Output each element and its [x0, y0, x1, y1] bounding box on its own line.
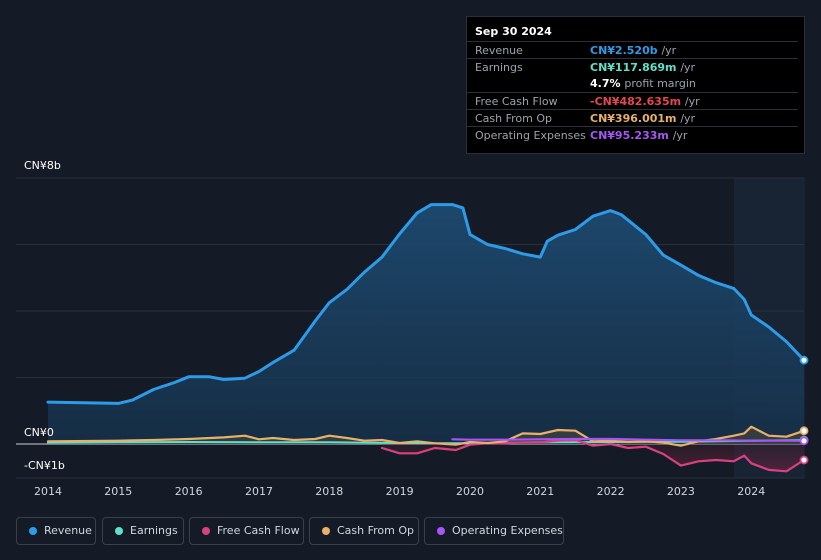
free-cash-flow-end-marker — [799, 455, 809, 465]
x-tick-label-2022: 2022 — [597, 485, 625, 498]
tooltip-label: Revenue — [475, 44, 523, 57]
x-tick-label-2016: 2016 — [175, 485, 203, 498]
tooltip-row-earnings: Earnings CN¥117.869m /yr — [467, 58, 798, 76]
legend-label: Revenue — [44, 524, 92, 537]
tooltip-label: Earnings — [475, 61, 523, 74]
operating-expenses-line — [451, 437, 806, 442]
cash-from-op-end-marker — [799, 426, 809, 436]
y-axis-zero-label: CN¥0 — [24, 426, 54, 439]
x-tick-label-2014: 2014 — [34, 485, 62, 498]
legend-dot — [322, 527, 330, 535]
x-tick-label-2024: 2024 — [737, 485, 765, 498]
tooltip-label: Cash From Op — [475, 112, 553, 125]
tooltip-value: CN¥95.233m /yr — [590, 129, 688, 142]
revenue-area — [48, 204, 804, 444]
y-axis-top-label: CN¥8b — [24, 159, 61, 172]
tooltip-row-margin: 4.7% profit margin — [467, 75, 798, 92]
revenue-end-marker — [799, 355, 809, 365]
legend-dot — [437, 527, 445, 535]
tooltip-row-opex: Operating Expenses CN¥95.233m /yr — [467, 126, 798, 144]
tooltip-label: Operating Expenses — [475, 129, 586, 142]
tooltip-row-cfo: Cash From Op CN¥396.001m /yr — [467, 109, 798, 127]
legend-label: Operating Expenses — [452, 524, 563, 537]
legend-dot — [29, 527, 37, 535]
x-tick-label-2023: 2023 — [667, 485, 695, 498]
tooltip-value: CN¥396.001m /yr — [590, 112, 696, 125]
x-tick-label-2021: 2021 — [526, 485, 554, 498]
x-tick-label-2017: 2017 — [245, 485, 273, 498]
x-tick-label-2019: 2019 — [386, 485, 414, 498]
tooltip-row-revenue: Revenue CN¥2.520b /yr — [467, 41, 798, 59]
legend-operating-expenses[interactable]: Operating Expenses — [424, 517, 564, 545]
revenue-line — [46, 203, 806, 405]
free-cash-flow-line — [380, 438, 806, 473]
x-tick-label-2020: 2020 — [456, 485, 484, 498]
tooltip-value: CN¥2.520b /yr — [590, 44, 677, 57]
data-tooltip: Sep 30 2024 Revenue CN¥2.520b /yr Earnin… — [466, 16, 805, 154]
cash-from-op-area — [48, 426, 804, 446]
tooltip-value: -CN¥482.635m /yr — [590, 95, 700, 108]
tooltip-row-fcf: Free Cash Flow -CN¥482.635m /yr — [467, 92, 798, 110]
legend-label: Free Cash Flow — [217, 524, 300, 537]
y-axis-negative-label: -CN¥1b — [24, 459, 65, 472]
legend-label: Earnings — [130, 524, 178, 537]
legend-dot — [202, 527, 210, 535]
legend-label: Cash From Op — [337, 524, 415, 537]
legend-free-cash-flow[interactable]: Free Cash Flow — [189, 517, 304, 545]
legend-dot — [115, 527, 123, 535]
x-tick-label-2018: 2018 — [315, 485, 343, 498]
operating-expenses-end-marker — [799, 436, 809, 446]
legend-revenue[interactable]: Revenue — [16, 517, 96, 545]
tooltip-value: 4.7% profit margin — [590, 77, 696, 90]
legend-earnings[interactable]: Earnings — [102, 517, 184, 545]
legend-cash-from-op[interactable]: Cash From Op — [309, 517, 419, 545]
tooltip-label: Free Cash Flow — [475, 95, 558, 108]
tooltip-date: Sep 30 2024 — [475, 25, 552, 38]
free-cash-flow-area — [382, 440, 804, 472]
tooltip-value: CN¥117.869m /yr — [590, 61, 696, 74]
x-tick-label-2015: 2015 — [104, 485, 132, 498]
